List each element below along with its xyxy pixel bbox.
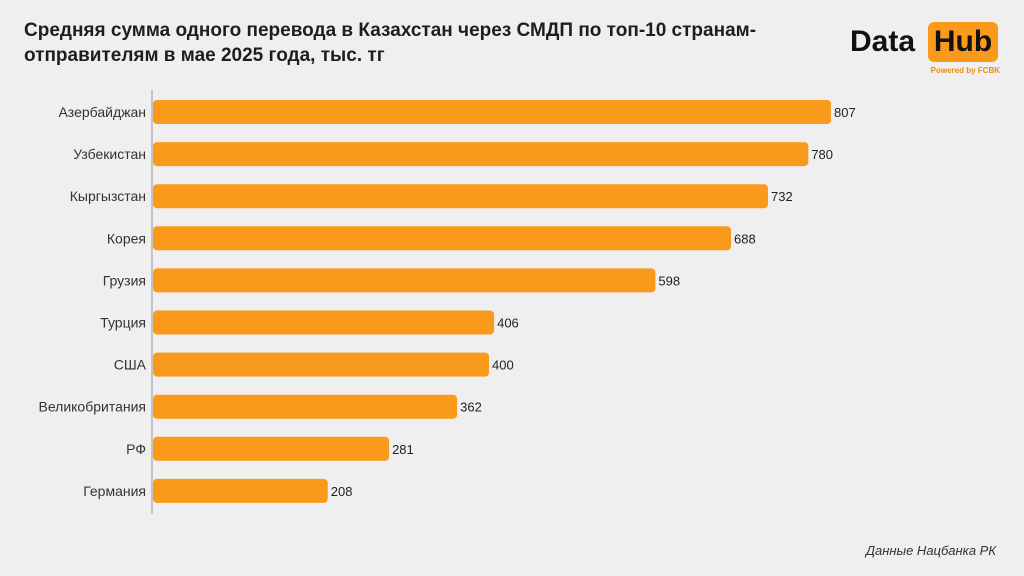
value-label: 362 bbox=[460, 400, 482, 415]
bar bbox=[153, 436, 390, 461]
logo-word-data: Data bbox=[850, 25, 916, 58]
bar bbox=[153, 310, 495, 335]
value-label: 406 bbox=[497, 316, 519, 331]
value-label: 281 bbox=[392, 442, 414, 457]
value-label: 732 bbox=[771, 189, 793, 204]
datahub-logo: Data Hub Powered by FCBK bbox=[848, 20, 1000, 80]
bar bbox=[153, 268, 656, 293]
bar bbox=[153, 100, 831, 124]
logo-tagline: Powered by FCBK bbox=[930, 66, 1000, 75]
value-label: 688 bbox=[734, 231, 756, 246]
bar bbox=[153, 184, 768, 209]
category-label: США bbox=[114, 357, 147, 373]
category-label: РФ bbox=[126, 441, 146, 457]
bar bbox=[153, 478, 328, 503]
category-label: Корея bbox=[107, 230, 146, 246]
chart-title: Средняя сумма одного перевода в Казахста… bbox=[24, 20, 757, 66]
logo-hub-box: Hub bbox=[928, 22, 998, 62]
bar bbox=[153, 226, 732, 251]
category-label: Узбекистан bbox=[73, 146, 146, 162]
value-label: 400 bbox=[492, 358, 514, 373]
bar bbox=[153, 394, 458, 419]
category-label: Германия bbox=[83, 483, 146, 499]
category-label: Кыргызстан bbox=[70, 188, 146, 204]
value-label: 780 bbox=[811, 147, 833, 162]
category-label: Великобритания bbox=[38, 399, 146, 415]
bar bbox=[153, 142, 809, 167]
value-label: 208 bbox=[331, 484, 353, 499]
value-label: 807 bbox=[834, 105, 856, 120]
source-note: Данные Нацбанка РК bbox=[865, 543, 996, 558]
category-label: Турция bbox=[100, 315, 146, 331]
category-label: Азербайджан bbox=[58, 104, 146, 120]
bar bbox=[153, 352, 490, 377]
logo-word-hub: Hub bbox=[933, 25, 993, 58]
value-label: 598 bbox=[658, 273, 680, 288]
category-label: Грузия bbox=[103, 272, 146, 288]
